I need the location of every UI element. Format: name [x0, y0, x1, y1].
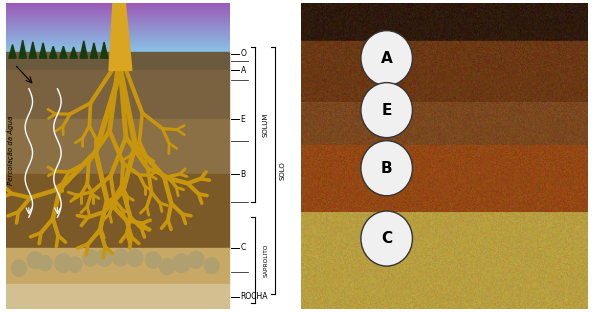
Text: E: E [381, 103, 392, 118]
Text: SOLUM: SOLUM [262, 112, 268, 137]
Polygon shape [49, 46, 57, 58]
Polygon shape [60, 46, 67, 58]
Polygon shape [70, 47, 77, 58]
Circle shape [160, 259, 174, 275]
Circle shape [55, 254, 72, 272]
Circle shape [205, 258, 219, 274]
Text: O: O [241, 49, 247, 58]
Circle shape [361, 211, 413, 266]
Bar [6, 174, 229, 248]
Circle shape [97, 249, 113, 266]
Polygon shape [109, 0, 132, 71]
Circle shape [127, 250, 143, 266]
Text: B: B [381, 161, 393, 176]
Polygon shape [90, 43, 98, 58]
Circle shape [27, 252, 43, 269]
Circle shape [145, 252, 161, 268]
Polygon shape [39, 43, 47, 58]
Text: B: B [241, 170, 246, 179]
Text: SOLO: SOLO [279, 161, 285, 180]
Polygon shape [29, 42, 37, 58]
Circle shape [11, 260, 27, 276]
Polygon shape [100, 42, 108, 58]
Circle shape [68, 257, 82, 272]
Circle shape [38, 256, 52, 271]
Circle shape [361, 141, 413, 196]
Text: A: A [381, 51, 393, 66]
Text: E: E [241, 115, 246, 124]
Polygon shape [19, 40, 27, 58]
Polygon shape [9, 45, 16, 58]
Text: A: A [241, 66, 246, 75]
Circle shape [173, 254, 190, 273]
Circle shape [361, 31, 413, 86]
Text: SAPROLITO: SAPROLITO [264, 243, 269, 277]
Text: ROCHA: ROCHA [241, 292, 268, 301]
Bar [6, 285, 229, 309]
Circle shape [83, 250, 98, 266]
Bar [6, 52, 229, 71]
Bar [6, 119, 229, 174]
Bar [6, 71, 229, 119]
Text: Percolação da Água: Percolação da Água [7, 115, 14, 185]
Circle shape [113, 249, 129, 266]
Circle shape [361, 83, 413, 138]
Polygon shape [80, 41, 88, 58]
Text: C: C [381, 231, 392, 246]
Bar [6, 248, 229, 285]
Circle shape [188, 251, 204, 268]
Text: C: C [241, 243, 246, 252]
